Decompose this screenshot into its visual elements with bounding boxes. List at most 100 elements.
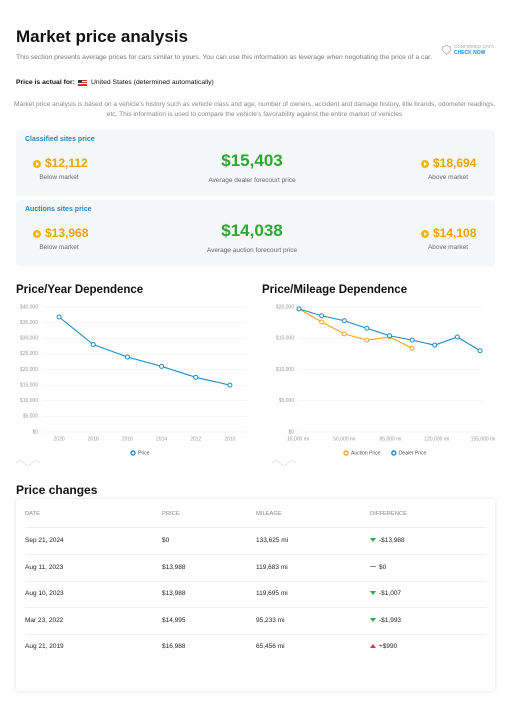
separator — [25, 633, 487, 635]
trend-icon — [370, 591, 376, 596]
separator — [25, 527, 487, 528]
y-tick-label: $10,000 — [20, 398, 38, 404]
title: Market price analysis — [16, 27, 188, 46]
point — [364, 325, 370, 331]
y-tick-label: $5,000 — [279, 398, 295, 404]
badge-line1: CONFIRMED DATA — [454, 44, 494, 49]
flag — [78, 80, 87, 86]
zoom-thumb — [15, 460, 41, 466]
x-tick-label: 2014 — [156, 436, 167, 442]
point — [409, 337, 415, 343]
x-tick-label: 2012 — [190, 436, 201, 442]
cell: $0 — [162, 537, 170, 544]
column-header: DIFFERENCE — [370, 511, 408, 517]
high-label: Above market — [427, 244, 469, 251]
point — [341, 331, 347, 337]
y-tick-label: $20,000 — [20, 367, 38, 373]
point — [432, 342, 438, 348]
legend-marker — [343, 450, 349, 456]
column-header: DATE — [25, 511, 41, 517]
average-label: Average auction forecourt price — [206, 247, 298, 254]
cell: +$990 — [370, 643, 397, 650]
y-tick-label: $25,000 — [20, 351, 38, 357]
high-price: $14,108 — [421, 226, 476, 240]
cell: Sep 21, 2024 — [25, 537, 64, 544]
trend-icon — [370, 538, 376, 543]
table-card — [16, 499, 495, 691]
zoom-thumb — [271, 460, 297, 466]
point — [409, 345, 415, 351]
line — [298, 308, 413, 349]
section-title: Price changes — [16, 483, 98, 497]
icon — [421, 229, 429, 238]
y-tick-label: $20,000 — [276, 304, 294, 310]
point — [387, 333, 393, 339]
x-tick-label: 85,000 mi — [380, 436, 402, 442]
point — [56, 314, 62, 320]
x-tick-label: 2020 — [54, 436, 65, 442]
cell: 119,683 mi — [256, 563, 288, 571]
point — [341, 318, 347, 324]
cell: 95,233 mi — [256, 616, 285, 624]
low-price: $12,112 — [33, 156, 88, 170]
y-tick-label: $40,000 — [20, 304, 38, 310]
badge-line2[interactable]: CHECK NOW — [454, 50, 486, 56]
y-tick-label: $10,000 — [276, 367, 294, 373]
x-tick-label: 2016 — [122, 436, 133, 442]
cell: Mar 23, 2022 — [25, 616, 64, 624]
separator — [25, 607, 487, 608]
line — [298, 308, 481, 352]
column-header: PRICE — [162, 511, 180, 517]
cell: -$1,993 — [370, 617, 401, 624]
point — [454, 334, 460, 340]
x-tick-label: 50,000 mi — [333, 436, 355, 442]
y-tick-label: $15,000 — [20, 382, 38, 388]
legend-marker — [391, 450, 397, 456]
panel-title: Classified sites price — [25, 136, 95, 143]
cell: 65,456 mi — [256, 643, 285, 650]
point — [319, 313, 325, 319]
column-header: MILEAGE — [256, 511, 282, 517]
y-tick-label: $0 — [32, 429, 38, 435]
chart-title: Price/Year Dependence — [16, 284, 144, 296]
cell: -$1,007 — [370, 590, 401, 597]
y-tick-label: $35,000 — [20, 320, 38, 326]
cell: Aug 10, 2023 — [25, 590, 64, 597]
cell: 119,695 mi — [256, 590, 288, 597]
x-tick-label: 120,000 mi — [424, 436, 449, 442]
separator — [25, 580, 487, 582]
cell: -$13,988 — [370, 537, 405, 544]
panel-title: Auctions sites price — [25, 206, 92, 213]
point — [296, 306, 302, 312]
y-tick-label: $15,000 — [276, 336, 294, 342]
line — [58, 316, 231, 386]
x-tick-label: 2018 — [88, 436, 99, 442]
cell: $0 — [370, 564, 386, 571]
badge-icon — [442, 45, 451, 55]
location-value: United States (determined automatically) — [91, 79, 214, 86]
point — [124, 354, 130, 360]
cell: Aug 11, 2023 — [25, 563, 64, 571]
point — [364, 337, 370, 343]
cell: $13,988 — [162, 563, 186, 571]
chart-title: Price/Mileage Dependence — [262, 284, 408, 296]
average-label: Average dealer forecourt price — [208, 177, 296, 184]
legend-label: Auction Price — [351, 450, 381, 456]
cell: $16,988 — [162, 643, 186, 650]
note: Market price analysis is based on a vehi… — [14, 101, 495, 118]
low-label: Below market — [39, 244, 79, 251]
average-price: $15,403 — [221, 151, 283, 170]
trend-icon — [370, 617, 376, 622]
cell: $14,995 — [162, 616, 186, 624]
point — [159, 363, 165, 369]
low-price: $13,968 — [33, 226, 88, 240]
icon — [33, 159, 41, 168]
point — [193, 374, 199, 380]
price-panel — [16, 130, 495, 196]
description: This section presents average prices for… — [16, 54, 432, 61]
location-label: Price is actual for: — [16, 79, 75, 86]
price-panel — [16, 200, 495, 266]
trend-icon — [370, 644, 376, 649]
cell: Aug 21, 2019 — [25, 643, 64, 650]
